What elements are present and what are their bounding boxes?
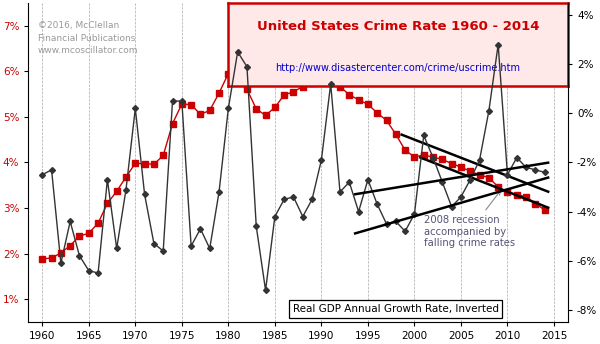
Text: 2008 recession
accompanied by
falling crime rates: 2008 recession accompanied by falling cr… bbox=[424, 191, 515, 248]
Text: Real GDP Annual Growth Rate, Inverted: Real GDP Annual Growth Rate, Inverted bbox=[293, 304, 499, 314]
Text: ©2016, McClellan
Financial Publications
www.mcoscillator.com: ©2016, McClellan Financial Publications … bbox=[38, 21, 138, 55]
